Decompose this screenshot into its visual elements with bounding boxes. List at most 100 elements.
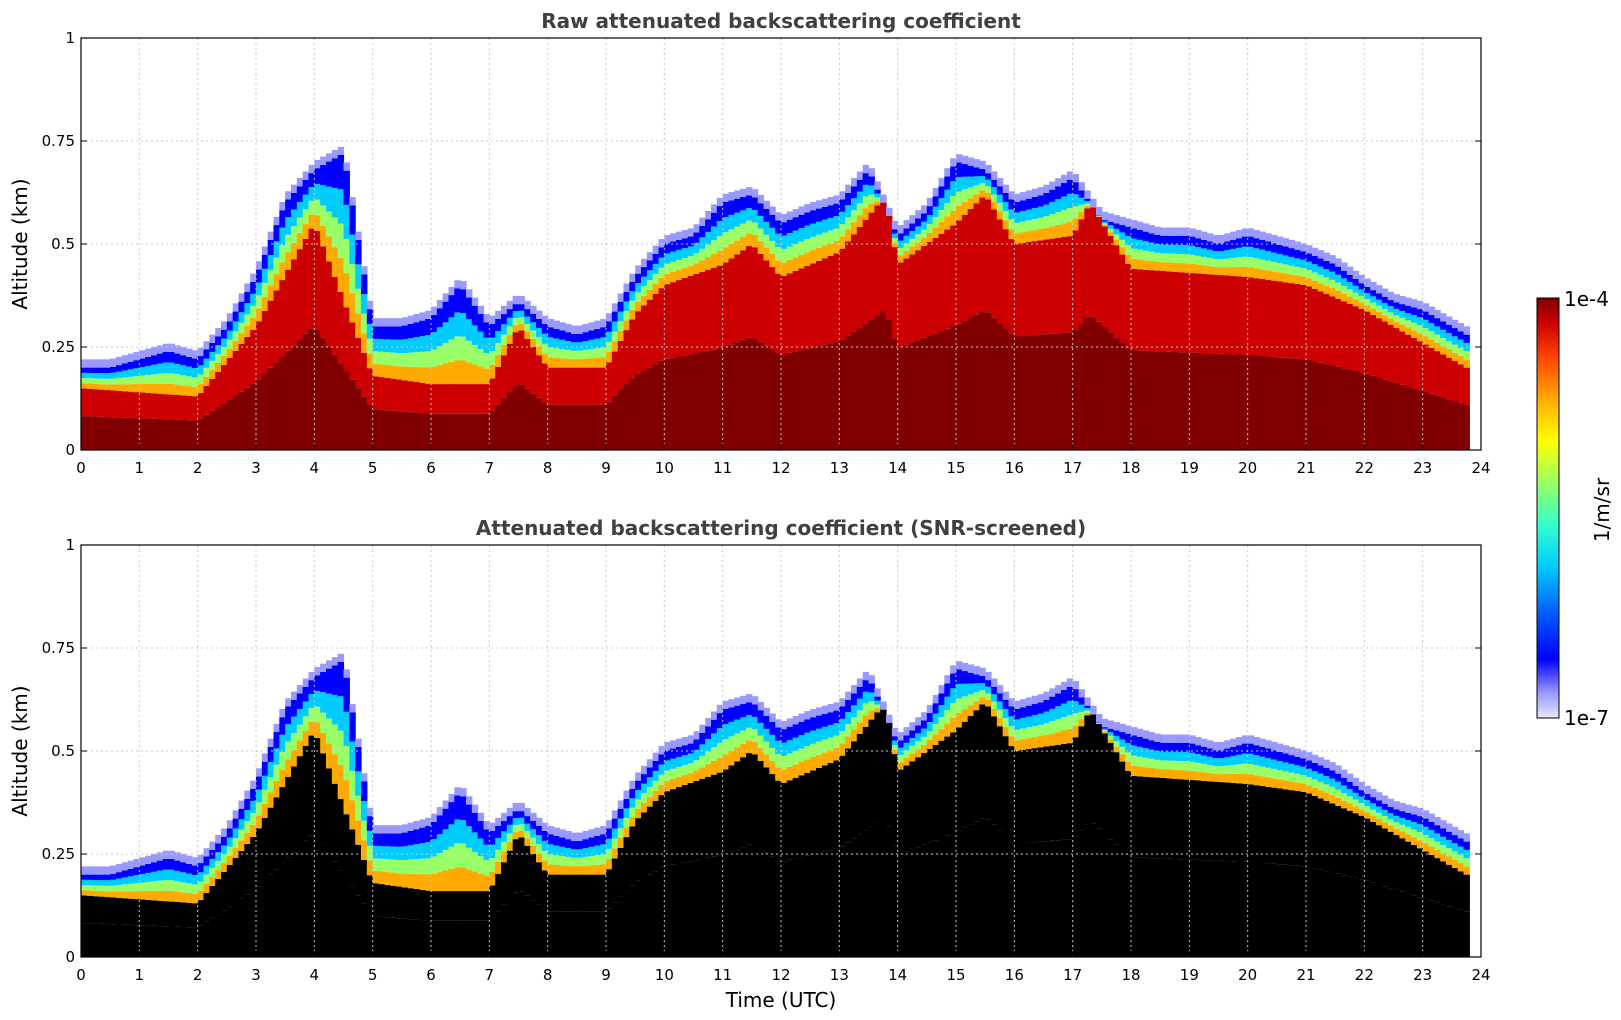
heatmap-cell [1276,281,1284,358]
heatmap-cell [600,404,607,450]
heatmap-cell [635,880,642,957]
heatmap-cell [991,179,998,188]
heatmap-cell [1218,741,1225,751]
heatmap-cell [366,816,374,831]
heatmap-cell [238,312,245,323]
heatmap-cell [1166,227,1173,236]
heatmap-cell [1066,678,1074,687]
heatmap-cell [1335,298,1342,367]
heatmap-cell [302,194,310,210]
heatmap-cell [145,881,152,891]
heatmap-cell [985,312,992,450]
heatmap-cell [804,239,811,253]
heatmap-cell [1072,182,1080,195]
heatmap-cell [238,829,245,841]
heatmap-cell [821,726,829,740]
heatmap-cell [1358,302,1365,309]
heatmap-cell [926,731,934,740]
heatmap-cell [191,893,199,904]
heatmap-cell [1031,219,1039,231]
heatmap-cell [384,377,391,411]
heatmap-cell [1201,239,1208,249]
heatmap-cell [139,367,146,376]
heatmap-cell [891,749,899,755]
heatmap-cell [606,341,613,353]
heatmap-cell [582,367,590,405]
heatmap-cell [1107,732,1115,736]
heatmap-cell [267,367,275,450]
heatmap-cell [1311,754,1319,763]
heatmap-cell [396,339,403,353]
heatmap-cell [139,874,146,883]
heatmap-cell [232,311,240,322]
heatmap-cell [571,849,578,858]
heatmap-cell [162,926,170,957]
heatmap-cell [903,250,910,259]
heatmap-cell [483,891,490,921]
heatmap-cell [950,196,957,211]
heatmap-cell [215,843,222,853]
heatmap-cell [1119,216,1126,226]
heatmap-cell [1224,782,1231,862]
heatmap-cell [1253,355,1260,450]
heatmap-cell [979,818,986,957]
heatmap-cell [343,307,350,372]
heatmap-cell [1218,782,1225,861]
heatmap-cell [967,715,975,825]
heatmap-cell [1189,752,1196,762]
heatmap-cell [1072,173,1080,183]
heatmap-cell [617,808,625,819]
heatmap-cell [1218,750,1225,759]
heatmap-cell [489,351,496,365]
heatmap-cell [425,817,432,826]
heatmap-cell [1364,299,1371,306]
heatmap-cell [553,864,560,875]
heatmap-cell [1061,223,1068,237]
heatmap-cell [839,731,846,744]
heatmap-cell [652,245,660,254]
heatmap-cell [1399,802,1406,812]
heatmap-cell [454,384,461,414]
heatmap-cell [851,178,858,187]
heatmap-cell [1031,715,1039,727]
heatmap-cell [676,766,683,778]
heatmap-cell [302,224,310,239]
heatmap-cell [921,221,928,230]
heatmap-cell [244,325,251,337]
heatmap-cell [1416,840,1424,849]
heatmap-cell [868,319,875,450]
heatmap-cell [856,698,864,711]
heatmap-cell [419,413,426,450]
heatmap-cell [734,705,741,720]
heatmap-cell [582,332,590,342]
heatmap-cell [1014,201,1021,213]
heatmap-cell [798,713,805,722]
heatmap-cell [699,859,706,957]
heatmap-cell [466,804,473,827]
heatmap-cell [1440,853,1447,862]
heatmap-cell [1084,203,1091,206]
heatmap-cell [676,231,683,240]
heatmap-cell [845,842,852,957]
heatmap-cell [279,863,286,957]
heatmap-cell [711,747,718,761]
heatmap-cell [1166,734,1173,743]
heatmap-cell [191,386,199,397]
heatmap-cell [746,694,753,703]
heatmap-cell [1230,231,1237,240]
heatmap-cell [530,393,537,450]
heatmap-cell [1364,806,1371,813]
heatmap-cell [664,780,671,792]
heatmap-cell [442,301,450,323]
heatmap-cell [921,844,928,957]
heatmap-cell [1393,315,1400,322]
heatmap-cell [256,789,263,803]
heatmap-cell [1428,306,1435,315]
heatmap-cell [349,293,356,323]
heatmap-cell [419,320,426,337]
heatmap-cell [442,384,450,414]
heatmap-cell [355,895,362,957]
heatmap-cell [1020,699,1027,708]
x-tick-label: 23 [1413,966,1432,984]
heatmap-cell [1247,277,1255,356]
